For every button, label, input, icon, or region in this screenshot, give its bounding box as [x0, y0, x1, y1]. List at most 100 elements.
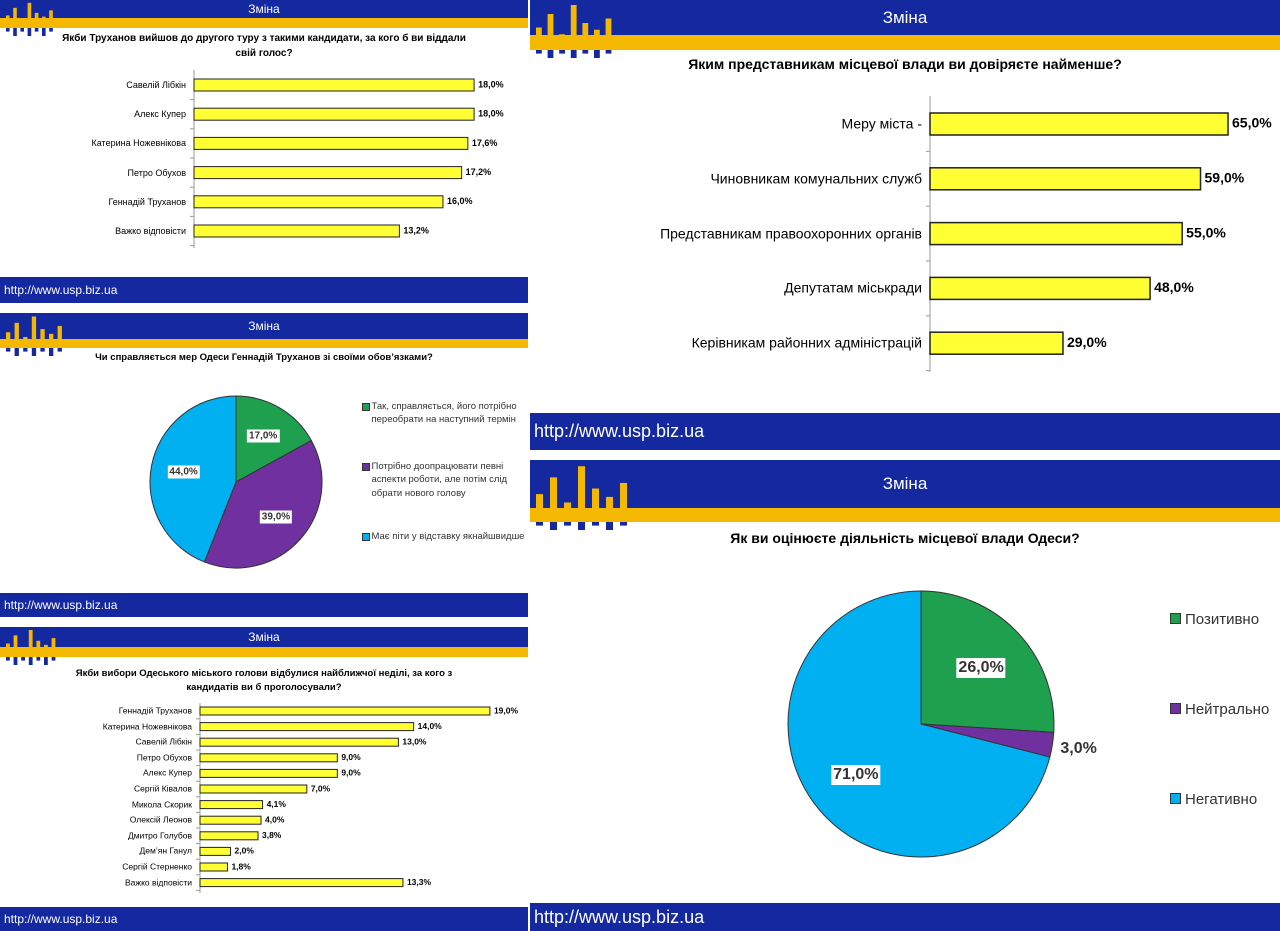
category-label: Петро Обухов: [127, 167, 186, 178]
value-label: 13,2%: [403, 225, 429, 235]
logo-bar: [559, 50, 565, 54]
value-label: 17,6%: [472, 138, 498, 148]
category-label: Представникам правоохоронних органів: [660, 225, 922, 242]
value-label: 19,0%: [494, 705, 519, 715]
pie-slice: [203, 439, 323, 569]
value-label: 7,0%: [311, 783, 331, 793]
bar: [199, 846, 232, 856]
logo-bar: [34, 12, 39, 28]
category-label: Важко відповісти: [125, 876, 192, 887]
category-label: Геннадій Труханов: [118, 705, 192, 716]
logo-bar: [49, 28, 53, 32]
logo-bar: [13, 657, 18, 665]
logo-bar: [559, 34, 565, 50]
header-stripe: [0, 339, 528, 348]
logo-bar: [36, 640, 41, 657]
pie-slice: [920, 723, 1055, 758]
category-label: Катерина Ножевнікова: [102, 720, 192, 731]
logo-bar: [34, 28, 39, 32]
logo: [536, 466, 627, 530]
logo-bar: [582, 23, 589, 50]
logo-bar: [578, 522, 585, 530]
bar: [193, 224, 400, 238]
category-label: Микола Скорик: [131, 798, 192, 809]
category-label: Депутатам міськради: [784, 279, 922, 296]
logo-bar: [605, 18, 612, 50]
value-label: 55,0%: [1186, 224, 1226, 240]
logo-bar: [42, 16, 46, 28]
category-label: Алекс Купер: [134, 109, 186, 120]
bar: [199, 862, 228, 872]
legend-swatch: [362, 403, 370, 411]
logo-bar: [6, 643, 10, 657]
value-label: 13,3%: [407, 877, 432, 887]
value-label: 1,8%: [231, 861, 251, 871]
bar: [193, 78, 475, 92]
logo-bar: [57, 325, 62, 348]
footer-band: http://www.usp.biz.ua: [0, 277, 528, 303]
value-label: 9,0%: [341, 752, 361, 762]
logo-bar: [44, 644, 48, 657]
logo: [6, 630, 56, 665]
bar: [199, 753, 338, 763]
header-band: [0, 313, 528, 339]
value-label: 18,0%: [478, 79, 504, 89]
logo-bar: [620, 522, 627, 526]
logo: [6, 2, 53, 36]
value-label: 4,0%: [265, 814, 285, 824]
category-label: Меру міста -: [841, 115, 922, 132]
bar: [199, 706, 491, 716]
category-label: Сергій Ківалов: [134, 783, 192, 794]
logo-bar: [23, 348, 28, 352]
logo-bar: [14, 322, 19, 348]
logo-bar: [36, 657, 41, 661]
category-label: Чиновникам комунальних служб: [710, 170, 922, 187]
logo-bar: [6, 348, 11, 352]
legend-swatch: [1170, 793, 1181, 804]
legend-swatch: [1170, 703, 1181, 714]
value-label: 65,0%: [1232, 115, 1272, 131]
category-label: Петро Обухов: [136, 752, 192, 763]
logo-bar: [592, 488, 599, 522]
header-band: [0, 627, 528, 647]
brand: Зміна: [248, 2, 280, 16]
logo-bar: [550, 522, 557, 530]
logo-bar: [23, 336, 28, 348]
logo-bar: [49, 333, 54, 348]
brand: Зміна: [882, 474, 928, 493]
logo-bar: [13, 635, 18, 657]
header-stripe: [530, 508, 1280, 522]
header-stripe: [530, 35, 1280, 50]
category-label: Алекс Купер: [142, 767, 192, 778]
logo-bar: [40, 329, 45, 348]
chart-title: Якби Труханов вийшов до другого туру з т…: [62, 33, 466, 59]
logo-bar: [592, 522, 599, 526]
logo-bar: [536, 50, 542, 54]
brand: Зміна: [882, 8, 928, 27]
brand: Зміна: [248, 630, 280, 644]
logo-bar: [51, 638, 56, 657]
logo-bar: [6, 15, 10, 28]
chart-panel: Зміна Якби вибори Одеського міського голо…: [0, 627, 528, 931]
chart-title: Як ви оцінюєте діяльність місцевої влади…: [730, 530, 1080, 546]
bar: [929, 167, 1202, 191]
logo-bar: [570, 5, 577, 50]
logo-bar: [536, 27, 542, 50]
logo-bar: [606, 522, 613, 530]
logo: [536, 5, 612, 58]
logo-bar: [20, 28, 24, 32]
logo-bar: [606, 496, 613, 522]
bar: [193, 107, 475, 121]
value-label: 18,0%: [478, 109, 504, 119]
bar: [193, 136, 469, 150]
logo-bar: [21, 647, 25, 657]
logo-bar: [28, 657, 33, 665]
logo-bar: [31, 316, 37, 348]
logo-bar: [27, 2, 32, 29]
logo-bar: [13, 28, 17, 36]
logo-bar: [582, 50, 589, 54]
logo-bar: [13, 7, 17, 28]
logo-bar: [42, 28, 46, 36]
logo-bar: [594, 50, 600, 58]
footer-band: http://www.usp.biz.ua: [0, 907, 528, 931]
